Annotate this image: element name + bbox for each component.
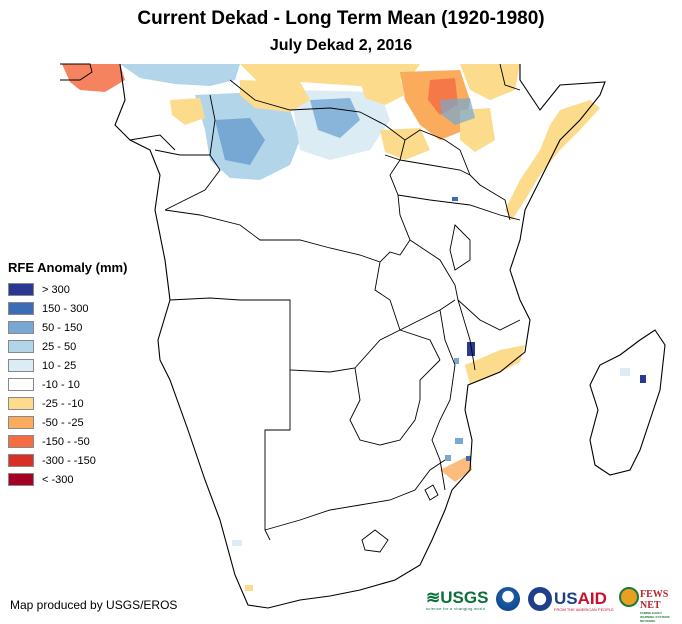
legend-swatch — [8, 302, 34, 315]
map-subtitle: July Dekad 2, 2016 — [269, 37, 413, 54]
legend-label: 10 - 25 — [42, 359, 77, 372]
legend-swatch — [8, 340, 34, 353]
legend-label: 150 - 300 — [42, 302, 89, 315]
legend-swatch — [8, 416, 34, 429]
legend-label: -25 - -10 — [42, 397, 84, 410]
legend-item: -300 - -150 — [8, 451, 158, 470]
legend-swatch — [8, 397, 34, 410]
legend-item: 50 - 150 — [8, 318, 158, 337]
legend-label: -150 - -50 — [42, 435, 90, 448]
legend-label: > 300 — [42, 283, 70, 296]
legend-label: 50 - 150 — [42, 321, 83, 334]
map-credit: Map produced by USGS/EROS — [10, 598, 178, 612]
legend-item: -25 - -10 — [8, 394, 158, 413]
legend-swatch — [8, 473, 34, 486]
usaid-logo-us: US — [554, 589, 578, 608]
legend-label: -10 - 10 — [42, 378, 80, 391]
legend-item: -10 - 10 — [8, 375, 158, 394]
usaid-tagline: FROM THE AMERICAN PEOPLE — [554, 607, 614, 612]
legend-items: > 300 150 - 300 50 - 150 25 - 50 10 - 25 -10 … — [8, 280, 158, 489]
legend-item: 150 - 300 — [8, 299, 158, 318]
madagascar-outline — [589, 329, 666, 476]
fews-net-logo-text: FEWS NET — [640, 589, 669, 611]
legend-swatch — [8, 378, 34, 391]
legend-item: -50 - -25 — [8, 413, 158, 432]
fews-net-emblem-icon — [619, 587, 639, 607]
anomaly-shading — [62, 64, 646, 591]
legend: RFE Anomaly (mm) > 300 150 - 300 50 - 150 2… — [8, 260, 158, 489]
legend-title: RFE Anomaly (mm) — [8, 260, 128, 275]
usgs-logo: ≋USGS science for a changing world — [426, 588, 488, 611]
continent-outline — [114, 63, 606, 609]
fews-net-logo: FEWS NET FAMINE EARLY WARNING SYSTEMS NE… — [640, 589, 676, 623]
usgs-wave-icon: ≋ — [426, 588, 441, 607]
legend-swatch — [8, 359, 34, 372]
legend-item: < -300 — [8, 470, 158, 489]
agency-logos: ≋USGS science for a changing world USAID… — [426, 586, 676, 623]
usgs-logo-text: USGS — [440, 588, 489, 607]
noaa-seal-icon — [496, 587, 520, 611]
usaid-logo: USAID FROM THE AMERICAN PEOPLE — [554, 589, 614, 612]
legend-item: > 300 — [8, 280, 158, 299]
usgs-tagline: science for a changing world — [426, 606, 486, 611]
legend-item: 25 - 50 — [8, 337, 158, 356]
fews-net-tagline: FAMINE EARLY WARNING SYSTEMS NETWORK — [640, 611, 670, 623]
legend-swatch — [8, 435, 34, 448]
legend-label: -50 - -25 — [42, 416, 84, 429]
usaid-logo-aid: AID — [577, 589, 607, 608]
usaid-seal-icon — [528, 587, 552, 611]
legend-item: 10 - 25 — [8, 356, 158, 375]
legend-item: -150 - -50 — [8, 432, 158, 451]
legend-label: 25 - 50 — [42, 340, 77, 353]
legend-label: < -300 — [42, 473, 74, 486]
legend-label: -300 - -150 — [42, 454, 96, 467]
legend-swatch — [8, 454, 34, 467]
country-borders — [60, 63, 521, 553]
legend-swatch — [8, 321, 34, 334]
legend-swatch — [8, 283, 34, 296]
map-title: Current Dekad - Long Term Mean (1920-198… — [137, 8, 545, 29]
